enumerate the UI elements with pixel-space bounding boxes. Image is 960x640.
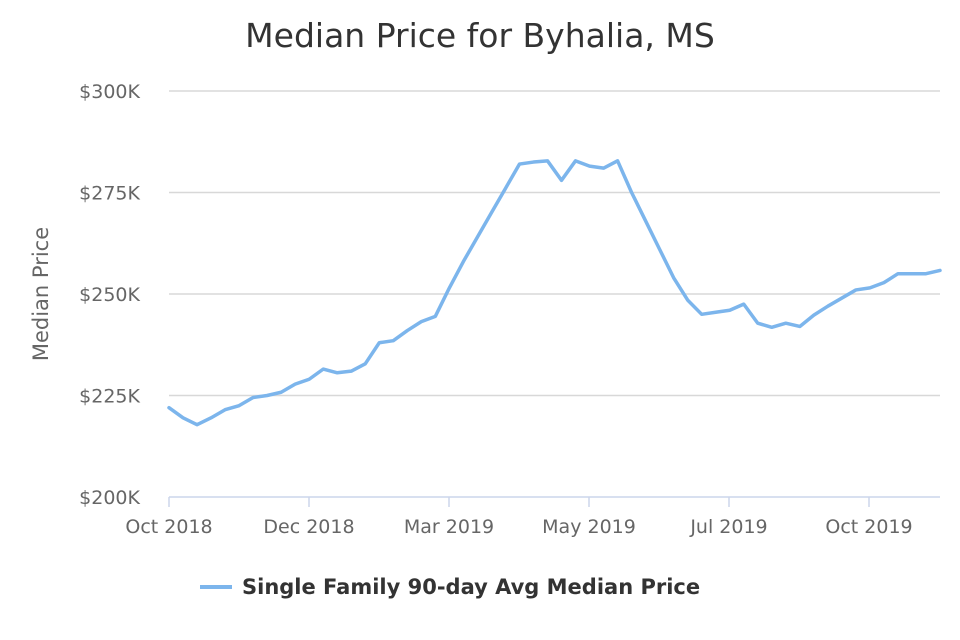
y-axis-label: Median Price — [29, 227, 53, 361]
y-tick-label: $200K — [79, 487, 140, 509]
gridlines — [169, 90, 940, 397]
x-tick-label: Dec 2018 — [263, 516, 354, 538]
x-tick-label: Oct 2019 — [825, 516, 912, 538]
y-tick-label: $225K — [79, 386, 140, 408]
y-tick-label: $275K — [79, 183, 140, 205]
x-tick-label: Oct 2018 — [125, 516, 212, 538]
chart-title: Median Price for Byhalia, MS — [245, 16, 715, 55]
y-axis: $200K $225K $250K $275K $300K — [79, 81, 140, 509]
plot-series — [167, 159, 942, 427]
y-tick-label: $300K — [79, 81, 140, 103]
series-line — [167, 159, 942, 427]
y-tick-label: $250K — [79, 284, 140, 306]
x-tick-label: Mar 2019 — [404, 516, 494, 538]
legend: Single Family 90-day Avg Median Price — [200, 575, 700, 599]
x-tick-label: Jul 2019 — [689, 516, 767, 538]
x-tick-label: May 2019 — [542, 516, 636, 538]
x-axis: Oct 2018 Dec 2018 Mar 2019 May 2019 Jul 2019… — [125, 496, 940, 538]
legend-label[interactable]: Single Family 90-day Avg Median Price — [242, 575, 700, 599]
